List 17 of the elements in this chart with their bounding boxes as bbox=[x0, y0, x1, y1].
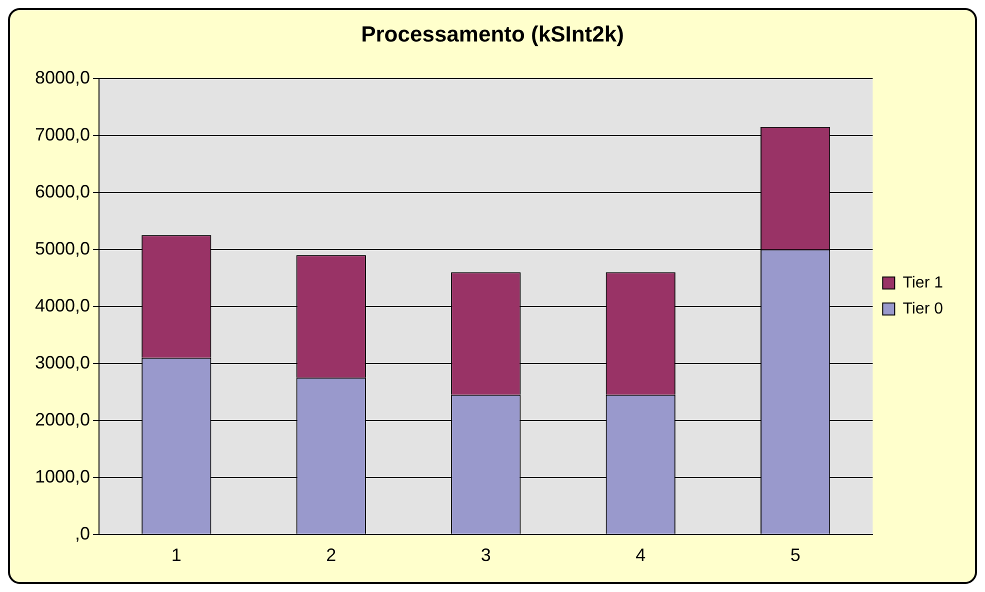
y-tick-label: 1000,0 bbox=[34, 466, 90, 486]
y-tick-label: ,0 bbox=[75, 523, 90, 544]
y-tick-label: 3000,0 bbox=[34, 352, 90, 372]
x-tick-label: 2 bbox=[326, 545, 336, 566]
y-tick-label: 7000,0 bbox=[34, 124, 90, 144]
legend-label: Tier 0 bbox=[902, 300, 944, 318]
x-tick-label: 5 bbox=[790, 545, 800, 566]
y-tick-label: 2000,0 bbox=[34, 409, 90, 430]
y-tick-label: 8000,0 bbox=[34, 67, 90, 88]
x-tick-label: 1 bbox=[171, 545, 182, 566]
y-tick-label: 6000,0 bbox=[34, 181, 90, 202]
chart-title: Processamento (kSInt2k) bbox=[361, 21, 624, 46]
y-tick-label: 4000,0 bbox=[34, 295, 90, 316]
x-tick-label: 4 bbox=[636, 545, 646, 566]
y-tick-label: 5000,0 bbox=[34, 238, 90, 258]
legend-label: Tier 1 bbox=[902, 274, 944, 292]
x-tick-label: 3 bbox=[480, 545, 491, 566]
